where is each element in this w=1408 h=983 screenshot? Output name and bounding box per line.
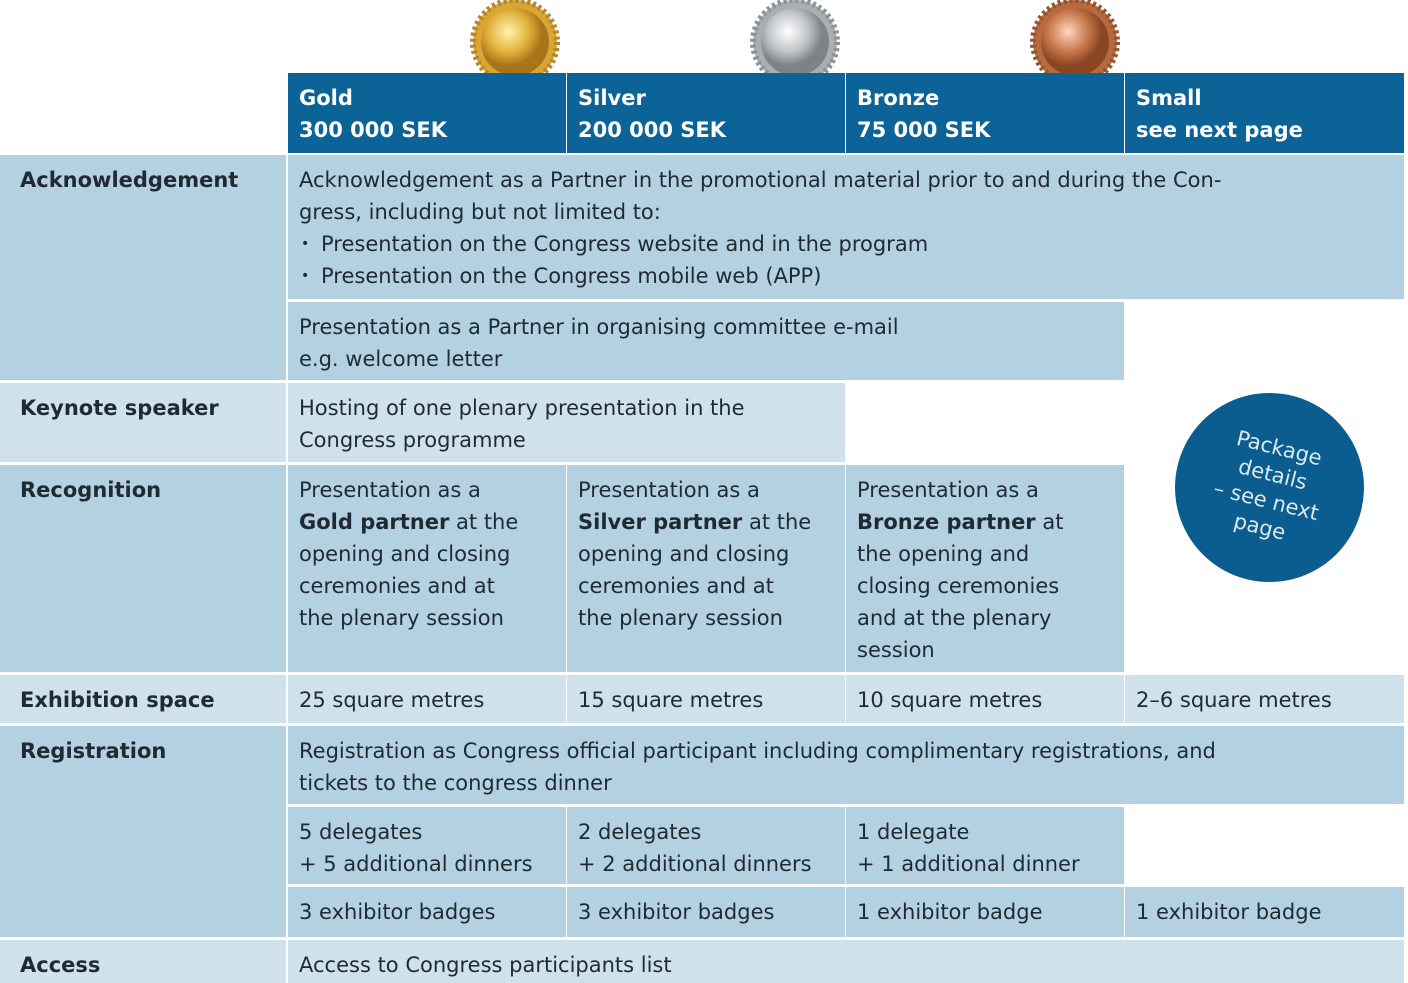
bold-text: Silver partner — [578, 510, 743, 534]
cell-line: e.g. welcome letter — [299, 347, 503, 371]
tier-name: Silver — [578, 86, 646, 110]
table-cell: Registration as Congress official partic… — [288, 726, 1404, 804]
tier-header: Small see next page — [1125, 73, 1404, 153]
table-cell: 25 square metres — [288, 675, 566, 723]
table-cell: 10 square metres — [846, 675, 1124, 723]
row-label: Exhibition space — [0, 675, 286, 723]
cell-line: Silver partner at the — [578, 506, 834, 538]
cell-line: opening and closing — [578, 542, 790, 566]
cell-line: 2–6 square metres — [1136, 688, 1332, 712]
table-cell: 1 exhibitor badge — [846, 887, 1124, 937]
cell-line: closing ceremonies — [857, 574, 1060, 598]
cell-line: Bronze partner at — [857, 506, 1113, 538]
table-cell: 2 delegates + 2 additional dinners — [567, 807, 845, 884]
tier-price: 300 000 SEK — [299, 118, 448, 142]
cell-text: at — [1035, 510, 1064, 534]
cell-line: Presentation as a — [578, 478, 760, 502]
table-cell: Acknowledgement as a Partner in the prom… — [288, 155, 1404, 299]
table-cell: Presentation as a Silver partner at the op… — [567, 465, 845, 672]
cell-line: 5 delegates — [299, 820, 423, 844]
table-cell: Presentation as a Gold partner at the open… — [288, 465, 566, 672]
row-label: Keynote speaker — [0, 383, 286, 462]
tier-price: 75 000 SEK — [857, 118, 991, 142]
table-cell: 5 delegates + 5 additional dinners — [288, 807, 566, 884]
cell-line: Hosting of one plenary presentation in t… — [299, 396, 745, 420]
cell-line: 2 delegates — [578, 820, 702, 844]
cell-line: Gold partner at the — [299, 506, 555, 538]
table-cell: Hosting of one plenary presentation in t… — [288, 383, 845, 462]
cell-line: tickets to the congress dinner — [299, 771, 612, 795]
cell-line: Registration as Congress official partic… — [299, 739, 1216, 763]
table-cell: 1 exhibitor badge — [1125, 887, 1404, 937]
cell-line: and at the plenary — [857, 606, 1052, 630]
table-cell: 3 exhibitor badges — [567, 887, 845, 937]
cell-line: the plenary session — [299, 606, 504, 630]
cell-line: Acknowledgement as a Partner in the prom… — [299, 168, 1222, 192]
cell-line: 1 exhibitor badge — [1136, 900, 1322, 924]
tier-header: Bronze 75 000 SEK — [846, 73, 1124, 153]
cell-line: session — [857, 638, 935, 662]
cell-line: 15 square metres — [578, 688, 764, 712]
table-cell: Presentation as a Partner in organising … — [288, 302, 1124, 380]
tier-name: Gold — [299, 86, 353, 110]
tier-price: see next page — [1136, 118, 1303, 142]
cell-line: 3 exhibitor badges — [578, 900, 775, 924]
table-cell: 2–6 square metres — [1125, 675, 1404, 723]
cell-line: 3 exhibitor badges — [299, 900, 496, 924]
cell-line: the opening and — [857, 542, 1030, 566]
cell-line: 1 exhibitor badge — [857, 900, 1043, 924]
cell-text: at the — [742, 510, 812, 534]
bullet-item: Presentation on the Congress mobile web … — [299, 260, 1393, 292]
table-cell: 1 delegate + 1 additional dinner — [846, 807, 1124, 884]
table-cell: Presentation as a Bronze partner at the op… — [846, 465, 1124, 672]
cell-line: Presentation as a — [857, 478, 1039, 502]
cell-line: + 2 additional dinners — [578, 852, 812, 876]
package-badge: Package details – see next page — [1154, 372, 1385, 603]
table-cell: Access to Congress participants list — [288, 940, 1404, 983]
cell-line: the plenary session — [578, 606, 783, 630]
cell-line: + 1 additional dinner — [857, 852, 1080, 876]
cell-line: ceremonies and at — [299, 574, 495, 598]
cell-line: gress, including but not limited to: — [299, 200, 661, 224]
cell-line: ceremonies and at — [578, 574, 774, 598]
cell-text: at the — [449, 510, 519, 534]
tier-header: Silver 200 000 SEK — [567, 73, 845, 153]
cell-line: opening and closing — [299, 542, 511, 566]
cell-line: 25 square metres — [299, 688, 485, 712]
cell-line: + 5 additional dinners — [299, 852, 533, 876]
bold-text: Gold partner — [299, 510, 450, 534]
tier-name: Small — [1136, 86, 1202, 110]
tier-header: Gold 300 000 SEK — [288, 73, 566, 153]
cell-line: Congress programme — [299, 428, 526, 452]
row-label: Recognition — [0, 465, 286, 672]
cell-line: 1 delegate — [857, 820, 970, 844]
bold-text: Bronze partner — [857, 510, 1036, 534]
bullet-item: Presentation on the Congress website and… — [299, 228, 1393, 260]
row-label: Registration — [0, 726, 286, 937]
cell-line: Presentation as a — [299, 478, 481, 502]
table-cell: 3 exhibitor badges — [288, 887, 566, 937]
table-cell: 15 square metres — [567, 675, 845, 723]
tier-price: 200 000 SEK — [578, 118, 727, 142]
tier-name: Bronze — [857, 86, 940, 110]
cell-line: Access to Congress participants list — [299, 953, 672, 977]
cell-line: Presentation as a Partner in organising … — [299, 315, 899, 339]
row-label: Access — [0, 940, 286, 983]
row-label: Acknowledgement — [0, 155, 286, 380]
cell-line: 10 square metres — [857, 688, 1043, 712]
